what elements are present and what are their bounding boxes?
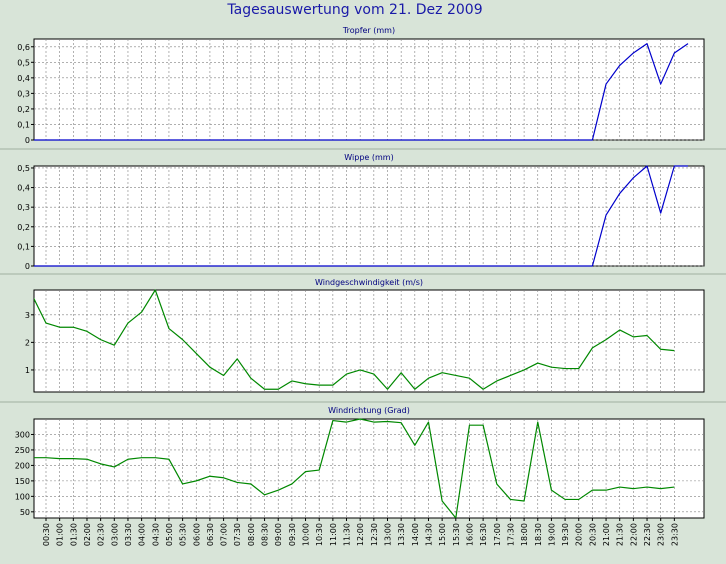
y-tick-label: 0,5 [17,164,30,173]
x-tick-label: 17:30 [506,523,515,546]
panel-title: Tropfer (mm) [342,26,395,35]
y-tick-label: 0,3 [17,203,30,212]
y-tick-label: 0,2 [17,105,30,114]
y-tick-label: 100 [15,492,30,501]
x-tick-label: 21:30 [616,523,625,546]
y-tick-label: 1 [25,366,30,375]
chart-panels: Tropfer (mm) 0 0,1 0,2 0,3 0,4 0,5 0,6 Wippe (mm… [0,26,726,519]
plot-area [33,38,705,141]
y-tick-label: 200 [15,461,30,470]
x-tick-label: 01:30 [69,523,78,546]
y-tick-label: 0,1 [17,120,30,129]
y-tick-label: 0,4 [17,74,30,83]
series-line [34,43,689,141]
x-tick-label: 21:00 [602,523,611,546]
panel-2: Wippe (mm) 0 0,1 0,2 0,3 0,4 0,5 [0,148,726,271]
y-tick-label: 0,4 [17,184,30,193]
x-tick-label: 16:30 [479,523,488,546]
y-tick-label: 0,2 [17,223,30,232]
x-tick-label: 15:30 [452,523,461,546]
x-tick-label: 08:00 [247,523,256,546]
y-tick-label: 250 [15,446,30,455]
y-tick-label: 0 [25,262,30,271]
panel-3: Windgeschwindigkeit (m/s) 1 2 3 [0,273,726,393]
x-tick-label: 09:30 [288,523,297,546]
x-tick-label: 13:30 [397,523,406,546]
x-tick-label: 04:30 [151,523,160,546]
x-tick-label: 18:00 [520,523,529,546]
y-tick-label: 2 [25,338,30,347]
x-tick-label: 11:30 [343,523,352,546]
y-tick-label: 3 [25,311,30,320]
x-tick-label: 06:00 [192,523,201,546]
x-tick-label: 12:00 [356,523,365,546]
x-tick-label: 19:00 [547,523,556,546]
x-tick-label: 10:00 [302,523,311,546]
panel-title: Wippe (mm) [344,153,393,162]
x-tick-label: 18:30 [534,523,543,546]
x-tick-label: 16:00 [465,523,474,546]
y-tick-label: 0,6 [17,43,30,52]
x-tick-label: 07:30 [233,523,242,546]
x-tick-label: 01:00 [56,523,65,546]
y-tick-label: 300 [15,430,30,439]
chart-title: Tagesauswertung vom 21. Dez 2009 [226,2,482,18]
series-line [34,418,675,519]
x-tick-label: 07:00 [220,523,229,546]
x-tick-label: 09:00 [274,523,283,546]
x-tick-label: 15:00 [438,523,447,546]
series-line [34,289,675,390]
x-tick-label: 03:30 [124,523,133,546]
x-tick-label: 22:30 [643,523,652,546]
x-tick-label: 23:30 [670,523,679,546]
y-tick-label: 50 [20,508,30,517]
x-tick-label: 05:00 [165,523,174,546]
x-tick-label: 10:30 [315,523,324,546]
x-tick-label: 11:00 [329,523,338,546]
x-tick-label: 04:00 [138,523,147,546]
x-tick-label: 19:30 [561,523,570,546]
x-tick-label: 14:30 [424,523,433,546]
y-tick-label: 150 [15,477,30,486]
y-tick-label: 0,5 [17,58,30,67]
x-tick-label: 23:00 [657,523,666,546]
plot-area [33,418,705,519]
series-line [34,165,689,267]
panel-title: Windgeschwindigkeit (m/s) [315,278,423,287]
x-tick-label: 02:00 [83,523,92,546]
x-tick-label: 22:00 [629,523,638,546]
panel-title: Windrichtung (Grad) [328,406,410,415]
x-tick-label: 20:30 [588,523,597,546]
x-tick-label: 03:00 [110,523,119,546]
x-tick-label: 13:00 [384,523,393,546]
x-tick-label: 08:30 [261,523,270,546]
plot-area [33,165,705,267]
x-tick-label: 17:00 [493,523,502,546]
x-tick-label: 06:30 [206,523,215,546]
panel-1: Tropfer (mm) 0 0,1 0,2 0,3 0,4 0,5 0,6 [17,26,705,145]
y-tick-label: 0,1 [17,242,30,251]
x-tick-label: 20:00 [575,523,584,546]
y-tick-label: 0 [25,136,30,145]
x-tick-label: 02:30 [97,523,106,546]
x-tick-label: 12:30 [370,523,379,546]
panel-4: Windrichtung (Grad) 50 100 150 200 250 300 [0,401,726,519]
y-tick-label: 0,3 [17,89,30,98]
x-axis: 00:30 01:00 01:30 02:00 02:30 03:00 03:30 04:00… [42,518,679,546]
x-tick-label: 05:30 [179,523,188,546]
x-tick-label: 14:00 [411,523,420,546]
x-tick-label: 00:30 [42,523,51,546]
